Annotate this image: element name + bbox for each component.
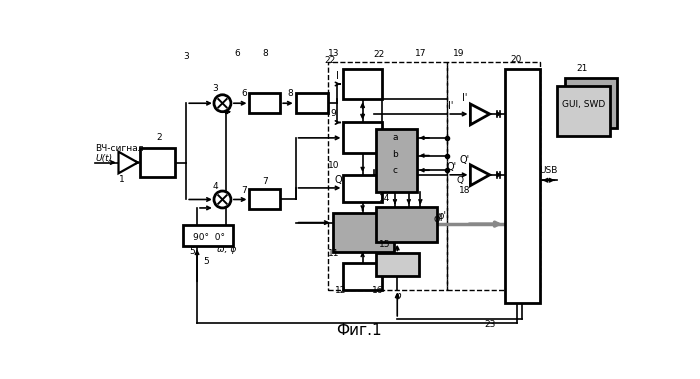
- Polygon shape: [470, 104, 490, 125]
- Text: 22: 22: [373, 50, 384, 59]
- Bar: [249, 190, 280, 210]
- Text: c: c: [393, 166, 398, 175]
- Text: 11: 11: [328, 249, 339, 258]
- Bar: [249, 93, 280, 113]
- Text: Q': Q': [459, 155, 469, 165]
- Text: b: b: [392, 150, 398, 158]
- Polygon shape: [118, 152, 138, 173]
- Text: ВЧ-сигнал: ВЧ-сигнал: [95, 144, 144, 153]
- Text: U(t): U(t): [95, 154, 113, 163]
- Text: 5: 5: [204, 257, 209, 266]
- Text: 12: 12: [335, 286, 346, 295]
- Text: 20: 20: [510, 55, 522, 64]
- Text: 19: 19: [453, 49, 465, 58]
- Text: 9: 9: [330, 109, 336, 118]
- Text: 8: 8: [262, 49, 267, 58]
- Text: 13: 13: [328, 49, 340, 58]
- Polygon shape: [470, 165, 490, 186]
- Text: Q: Q: [457, 176, 464, 185]
- Bar: [344, 263, 382, 290]
- Bar: [377, 254, 419, 276]
- Circle shape: [214, 95, 231, 112]
- Bar: [344, 122, 382, 153]
- Text: 16: 16: [372, 286, 384, 295]
- Text: 5: 5: [190, 247, 195, 256]
- Text: 7: 7: [262, 177, 267, 186]
- Text: Q: Q: [334, 175, 342, 185]
- Text: 3: 3: [183, 52, 189, 61]
- Text: 7: 7: [241, 186, 247, 195]
- Text: I: I: [336, 71, 339, 81]
- Bar: [183, 225, 233, 246]
- Bar: [332, 213, 394, 252]
- Bar: [565, 78, 617, 128]
- Text: 15: 15: [379, 240, 391, 249]
- Bar: [377, 128, 416, 192]
- Text: 21: 21: [576, 64, 588, 73]
- Text: 23: 23: [484, 320, 496, 329]
- Bar: [377, 207, 437, 242]
- Text: 6: 6: [234, 49, 240, 58]
- Text: 22: 22: [325, 56, 336, 66]
- Bar: [557, 86, 610, 136]
- Text: 17: 17: [414, 49, 426, 58]
- Circle shape: [214, 191, 231, 208]
- Text: 8: 8: [287, 89, 293, 99]
- Text: 6: 6: [241, 89, 247, 99]
- Text: Фиг.1: Фиг.1: [336, 323, 382, 338]
- Text: 4: 4: [213, 182, 218, 191]
- Bar: [447, 63, 540, 290]
- Text: Q': Q': [446, 162, 456, 172]
- Bar: [140, 148, 175, 177]
- Bar: [328, 63, 447, 290]
- Bar: [344, 175, 382, 202]
- Text: ω, φ: ω, φ: [217, 245, 236, 254]
- Text: USB: USB: [539, 166, 557, 175]
- Text: 14: 14: [379, 194, 390, 203]
- Text: GUI, SWD: GUI, SWD: [562, 100, 606, 109]
- Text: 1: 1: [119, 175, 125, 184]
- Text: 10: 10: [328, 161, 339, 170]
- Text: φ': φ': [433, 214, 442, 224]
- Text: 18: 18: [458, 186, 470, 195]
- Text: I': I': [461, 93, 467, 103]
- Text: 90°  0°: 90° 0°: [193, 233, 225, 243]
- Text: 2: 2: [157, 133, 162, 143]
- Text: I': I': [449, 101, 454, 111]
- Text: φ: φ: [394, 291, 400, 301]
- Text: a: a: [392, 133, 398, 143]
- Bar: [344, 69, 382, 99]
- Text: 3: 3: [213, 84, 218, 93]
- Bar: [505, 69, 540, 304]
- Text: φ': φ': [438, 211, 447, 221]
- Bar: [295, 93, 328, 113]
